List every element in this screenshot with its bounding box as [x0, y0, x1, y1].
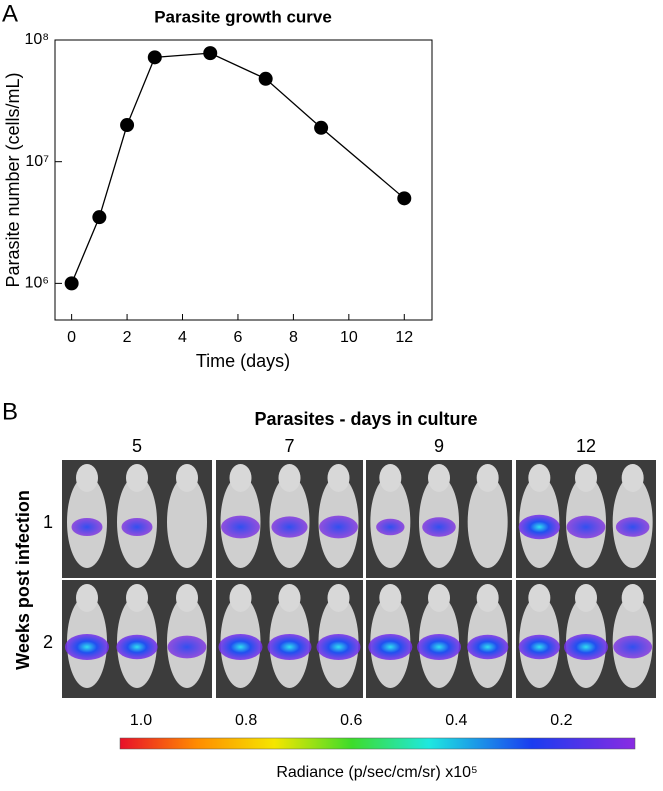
row-label: 1: [43, 512, 53, 532]
signal: [564, 634, 608, 660]
x-tick-label: 2: [123, 329, 132, 346]
column-label: 9: [434, 436, 444, 456]
x-axis-label: Time (days): [196, 351, 290, 371]
mouse-head: [575, 584, 597, 612]
data-point: [314, 120, 329, 135]
signal: [218, 634, 263, 660]
data-point: [147, 50, 162, 65]
signal: [71, 518, 103, 536]
signal: [271, 516, 308, 538]
data-point: [397, 191, 412, 206]
row-axis-label: Weeks post infection: [13, 490, 33, 670]
mouse-head: [476, 464, 499, 492]
colorbar-tick-label: 0.6: [340, 712, 362, 729]
signal: [167, 635, 207, 659]
data-point: [64, 276, 79, 291]
signal: [316, 634, 361, 660]
signal: [615, 517, 650, 537]
column-label: 5: [132, 436, 142, 456]
column-label: 12: [576, 436, 596, 456]
mouse-head: [528, 584, 551, 612]
signal: [267, 634, 312, 660]
signal: [221, 515, 260, 539]
signal: [422, 517, 456, 537]
mouse-head: [379, 584, 402, 612]
colorbar-label: Radiance (p/sec/cm/sr) x10⁵: [276, 764, 477, 781]
mouse-head: [176, 464, 198, 492]
colorbar-tick-label: 0.2: [550, 712, 572, 729]
colorbar-tick-label: 1.0: [130, 712, 152, 729]
x-tick-label: 12: [395, 329, 413, 346]
signal: [376, 518, 405, 536]
mouse-head: [278, 464, 301, 492]
mouse-head: [229, 584, 252, 612]
mouse-head: [76, 464, 98, 492]
colorbar-tick-label: 0.4: [445, 712, 467, 729]
colorbar-tick-label: 0.8: [235, 712, 257, 729]
mouse-head: [76, 584, 98, 612]
signal: [613, 635, 653, 659]
series-line: [71, 52, 405, 284]
signal: [116, 634, 158, 660]
data-point: [120, 118, 135, 133]
y-tick-label: 10⁷: [25, 153, 49, 170]
signal: [368, 634, 413, 660]
mouse-head: [476, 584, 499, 612]
mouse-head: [327, 584, 350, 612]
column-label: 7: [284, 436, 294, 456]
data-point: [258, 71, 273, 86]
signal: [566, 515, 606, 539]
signal: [518, 634, 561, 660]
plot-frame: [54, 39, 433, 321]
signal: [466, 634, 509, 660]
x-tick-label: 4: [178, 329, 187, 346]
mouse-head: [126, 584, 148, 612]
data-point: [92, 210, 107, 225]
panel-title: Parasites - days in culture: [254, 409, 477, 429]
panel-letter: B: [2, 398, 18, 425]
mouse-head: [379, 464, 402, 492]
mouse-head: [621, 464, 644, 492]
y-axis-label: Parasite number (cells/mL): [3, 72, 23, 287]
signal: [319, 515, 358, 539]
mouse-head: [327, 464, 350, 492]
mouse: [167, 476, 207, 568]
mouse: [467, 476, 508, 568]
chart-title: Parasite growth curve: [154, 7, 332, 26]
panel-letter: A: [2, 0, 18, 27]
y-tick-label: 10⁶: [25, 275, 49, 292]
x-tick-label: 0: [67, 329, 76, 346]
signal: [65, 634, 109, 660]
mouse-head: [575, 464, 597, 492]
mouse-head: [278, 584, 301, 612]
mouse-head: [229, 464, 252, 492]
mouse-head: [126, 464, 148, 492]
mouse-head: [528, 464, 551, 492]
x-tick-label: 10: [340, 329, 358, 346]
y-tick-label: 10⁸: [24, 31, 49, 48]
x-tick-label: 6: [234, 329, 243, 346]
mouse-head: [428, 464, 450, 492]
mouse-head: [176, 584, 198, 612]
signal: [417, 634, 461, 660]
row-label: 2: [43, 632, 53, 652]
signal: [518, 514, 561, 540]
mouse-head: [428, 584, 450, 612]
signal: [121, 518, 153, 536]
mouse-head: [621, 584, 644, 612]
x-tick-label: 8: [289, 329, 298, 346]
colorbar: [119, 737, 636, 750]
data-point: [203, 46, 218, 61]
